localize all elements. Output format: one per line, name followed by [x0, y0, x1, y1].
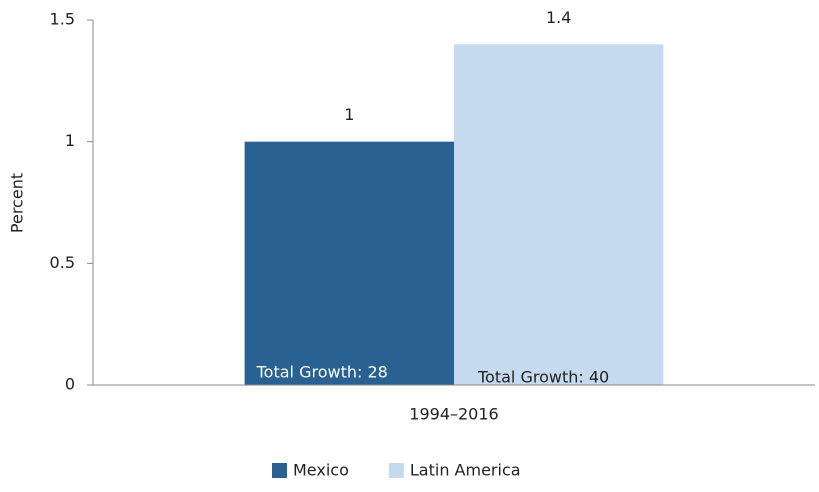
- y-axis-label: Percent: [8, 173, 27, 233]
- legend-label: Mexico: [293, 461, 349, 480]
- legend-label: Latin America: [410, 461, 521, 480]
- y-tick-label: 0.5: [50, 253, 75, 272]
- value-label: 1.4: [546, 8, 571, 27]
- y-tick-label: 1: [65, 131, 75, 150]
- legend-swatch: [272, 463, 287, 478]
- annotation: Total Growth: 28: [256, 363, 388, 382]
- bar: [454, 44, 664, 385]
- legend-swatch: [388, 463, 404, 478]
- y-tick-label: 1.5: [50, 10, 75, 29]
- x-tick-label: 1994–2016: [409, 405, 498, 424]
- bar: [244, 141, 454, 385]
- value-label: 1: [344, 105, 354, 124]
- y-tick-label: 0: [65, 375, 75, 394]
- annotation: Total Growth: 40: [477, 368, 609, 387]
